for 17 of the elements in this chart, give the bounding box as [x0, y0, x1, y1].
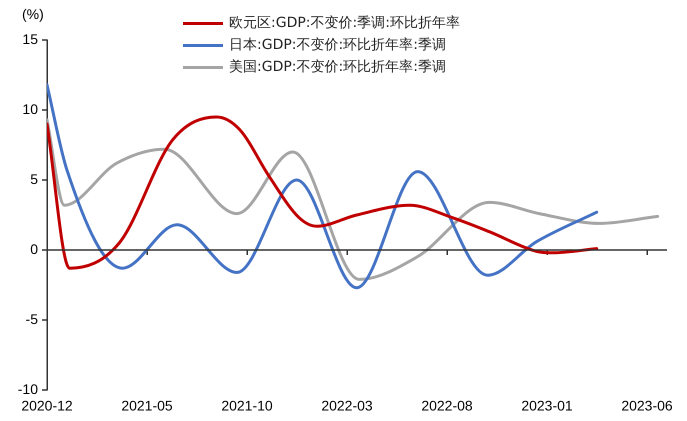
- y-axis-title: (%): [22, 6, 44, 22]
- legend-label: 日本:GDP:不变价:环比折年率:季调: [229, 36, 446, 54]
- y-tick-label: 10: [22, 100, 38, 117]
- x-tick-label: 2022-03: [321, 397, 373, 414]
- y-tick-label: -5: [26, 310, 38, 327]
- x-tick-label: 2022-08: [421, 397, 473, 414]
- x-tick-label: 2021-10: [221, 397, 273, 414]
- y-tick-label: 15: [22, 30, 38, 47]
- x-tick-label: 2023-01: [521, 397, 573, 414]
- y-tick-label: 5: [30, 170, 38, 187]
- x-tick-label: 2023-06: [621, 397, 673, 414]
- legend-label: 美国:GDP:不变价:环比折年率:季调: [229, 58, 446, 76]
- y-tick-label: 0: [30, 240, 38, 257]
- x-tick-label: 2021-05: [121, 397, 173, 414]
- y-tick-label: -10: [18, 380, 38, 397]
- legend-label: 欧元区:GDP:不变价:季调:环比折年率: [229, 14, 460, 32]
- x-tick-label: 2020-12: [21, 397, 73, 414]
